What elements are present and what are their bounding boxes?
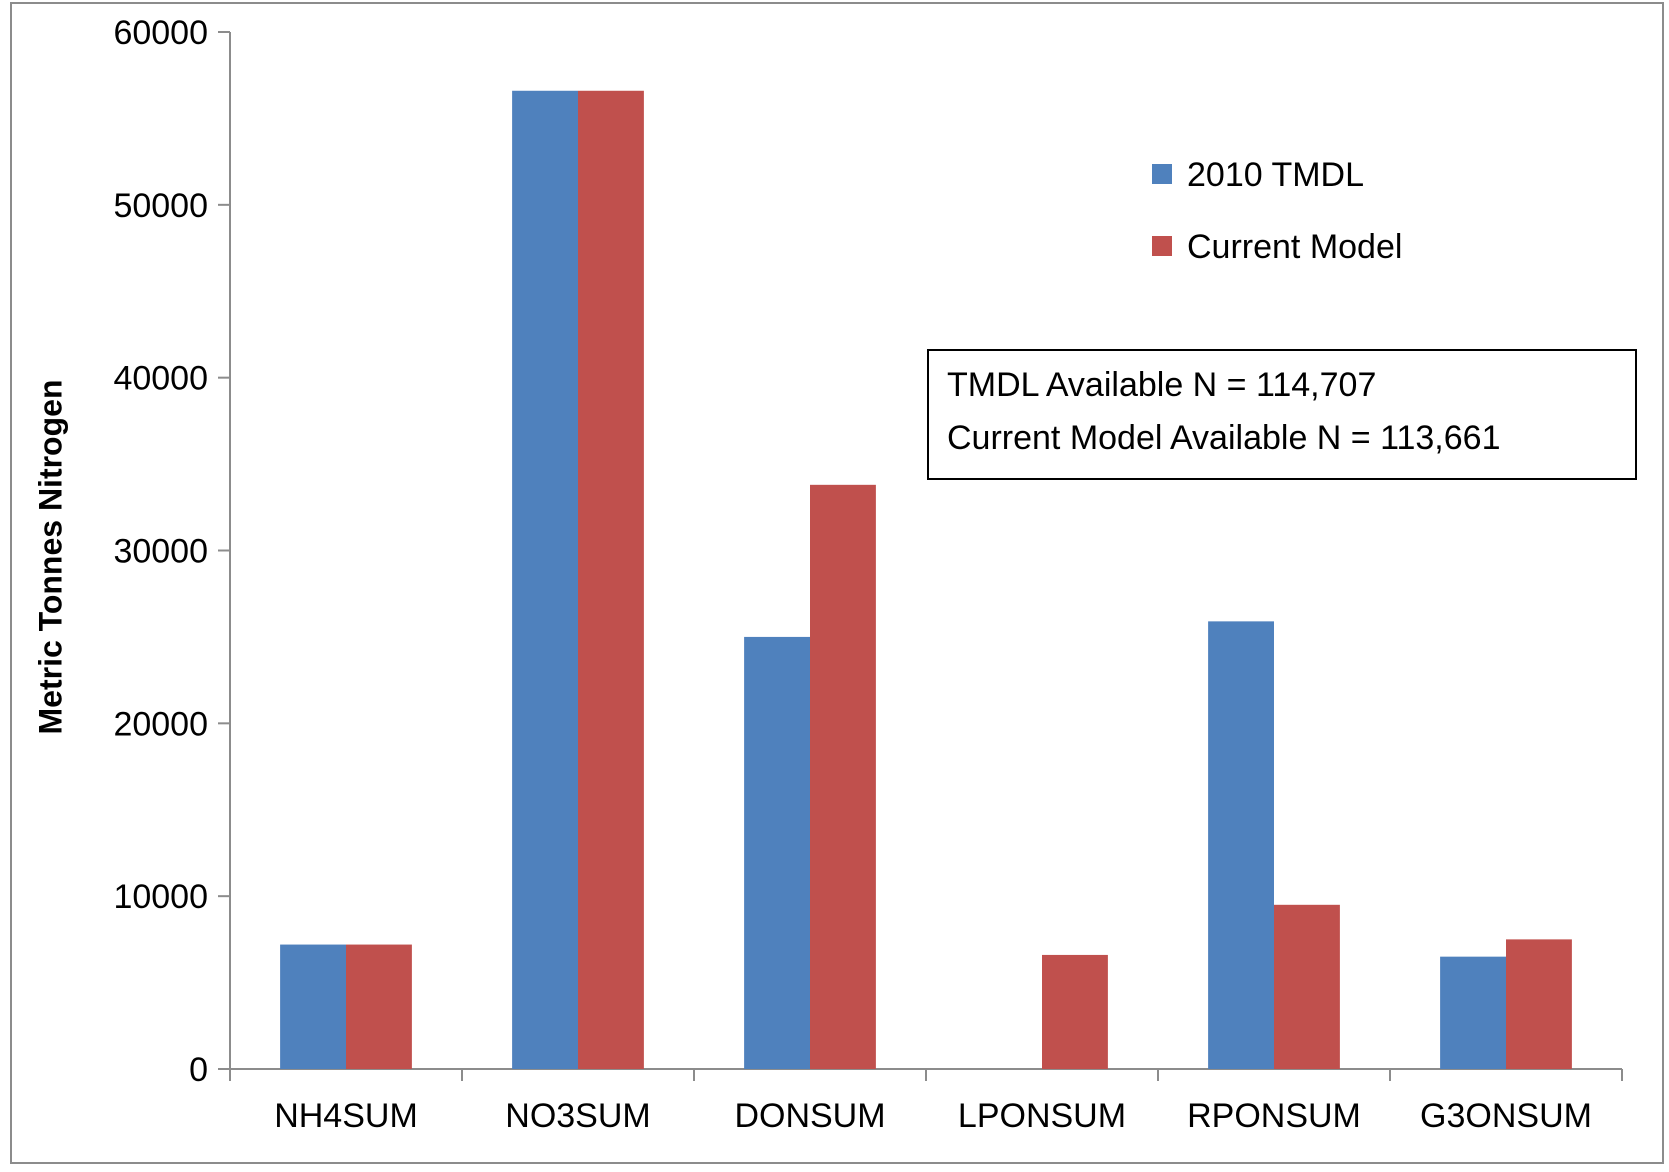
- annotation-box: TMDL Available N = 114,707 Current Model…: [927, 349, 1637, 480]
- bar-2010-tmdl-nh4sum: [280, 944, 346, 1069]
- bar-2010-tmdl-no3sum: [512, 90, 578, 1070]
- legend: 2010 TMDL Current Model: [1152, 156, 1402, 266]
- x-tick-label: DONSUM: [734, 1097, 885, 1135]
- x-tick-label: NO3SUM: [505, 1097, 650, 1135]
- bar-2010-tmdl-rponsum: [1208, 621, 1274, 1069]
- bar-current-model-lponsum: [1042, 954, 1108, 1069]
- bar-current-model-nh4sum: [346, 944, 412, 1069]
- bar-2010-tmdl-donsum: [744, 636, 810, 1069]
- bar-current-model-rponsum: [1274, 904, 1340, 1069]
- y-tick-label: 60000: [113, 14, 208, 52]
- legend-label-2010-tmdl: 2010 TMDL: [1187, 156, 1364, 194]
- x-tick-label: NH4SUM: [274, 1097, 418, 1135]
- legend-swatch-current-model: [1152, 236, 1172, 256]
- y-tick-label: 20000: [113, 705, 208, 743]
- y-axis-label: Metric Tonnes Nitrogen: [32, 380, 68, 735]
- x-tick-label: G3ONSUM: [1420, 1097, 1592, 1135]
- bar-current-model-g3onsum: [1506, 939, 1572, 1069]
- x-axis: NH4SUM NO3SUM DONSUM LPONSUM RPONSUM G3ONSUM: [229, 1068, 1623, 1135]
- bars: [280, 90, 1572, 1070]
- legend-label-current-model: Current Model: [1187, 228, 1402, 266]
- x-tick-label: LPONSUM: [958, 1097, 1126, 1135]
- y-tick-label: 40000: [113, 360, 208, 398]
- annotation-box-border: [927, 349, 1637, 480]
- legend-swatch-2010-tmdl: [1152, 164, 1172, 184]
- x-tick-label: RPONSUM: [1187, 1097, 1361, 1135]
- annotation-current-model-available-n: Current Model Available N = 113,661: [947, 419, 1500, 457]
- annotation-tmdl-available-n: TMDL Available N = 114,707: [947, 366, 1376, 404]
- y-tick-label: 30000: [113, 533, 208, 571]
- y-tick-label: 0: [189, 1051, 208, 1089]
- y-axis: 0 10000 20000 30000 40000 50000 60000: [113, 14, 231, 1089]
- bar-current-model-donsum: [810, 484, 876, 1069]
- y-tick-label: 50000: [113, 187, 208, 225]
- bar-current-model-no3sum: [578, 90, 644, 1070]
- y-tick-label: 10000: [113, 878, 208, 916]
- bar-2010-tmdl-g3onsum: [1440, 956, 1506, 1069]
